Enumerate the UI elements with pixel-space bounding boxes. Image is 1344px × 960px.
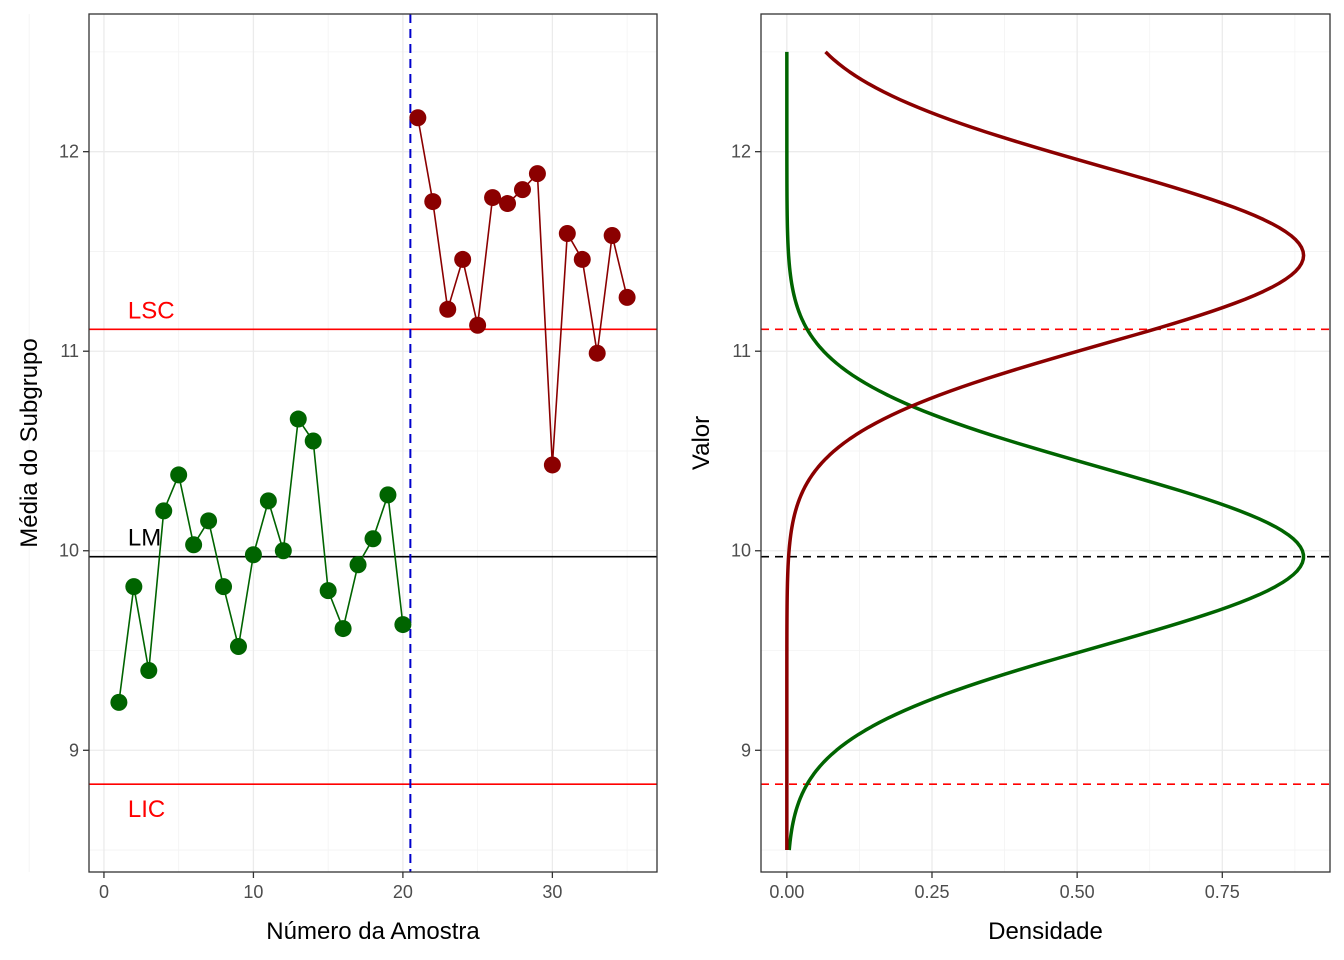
x-tick-label: 0.25 xyxy=(914,882,949,902)
data-point xyxy=(379,486,397,504)
data-point xyxy=(558,224,576,242)
x-tick-label: 10 xyxy=(243,882,263,902)
x-tick-label: 20 xyxy=(393,882,413,902)
control-chart-panel: LSC LM LIC 0 10 20 30 9 10 11 12 Número da Amostr… xyxy=(16,13,658,945)
control-chart-limit-labels: LSC LM LIC xyxy=(128,297,175,823)
data-point xyxy=(484,189,502,207)
data-point xyxy=(469,316,487,334)
data-point xyxy=(274,542,292,560)
data-point xyxy=(170,466,188,484)
data-point xyxy=(439,300,457,318)
control-chart-reference-lines xyxy=(89,14,657,872)
data-point xyxy=(513,181,531,199)
data-point xyxy=(603,226,621,244)
data-point xyxy=(573,250,591,268)
data-point xyxy=(394,616,412,634)
data-point xyxy=(140,661,158,679)
density-chart-axes: 0.00 0.25 0.50 0.75 9 10 11 12 xyxy=(731,142,1240,902)
density-curve-2 xyxy=(785,50,1306,851)
data-point xyxy=(200,512,218,530)
density-chart-y-axis-title: Valor xyxy=(688,416,715,470)
data-point xyxy=(424,193,442,211)
control-chart-y-axis-title: Média do Subgrupo xyxy=(16,338,43,547)
data-point xyxy=(588,344,606,362)
label-lsc: LSC xyxy=(128,297,175,324)
density-curve-1 xyxy=(785,51,1306,851)
data-point xyxy=(110,693,128,711)
y-tick-label: 9 xyxy=(69,740,79,760)
label-lm: LM xyxy=(128,525,161,552)
y-tick-label: 12 xyxy=(59,142,79,162)
data-point xyxy=(349,556,367,574)
control-chart-grid xyxy=(28,14,657,872)
x-tick-label: 0 xyxy=(99,882,109,902)
y-tick-label: 9 xyxy=(741,740,751,760)
data-point xyxy=(244,546,262,564)
density-chart-grid xyxy=(761,14,1330,872)
data-point xyxy=(259,492,277,510)
y-tick-label: 10 xyxy=(731,541,751,561)
data-point xyxy=(528,165,546,183)
data-point xyxy=(155,502,173,520)
data-point xyxy=(289,410,307,428)
x-tick-label: 0.00 xyxy=(769,882,804,902)
density-chart-x-axis-title: Densidade xyxy=(988,918,1103,945)
data-point xyxy=(454,250,472,268)
y-tick-label: 11 xyxy=(732,341,751,361)
data-point xyxy=(543,456,561,474)
data-point xyxy=(334,620,352,638)
data-point xyxy=(304,432,322,450)
density-chart-panel: 0.00 0.25 0.50 0.75 9 10 11 12 Densidade Valor xyxy=(688,13,1331,945)
density-chart-panel-border xyxy=(760,13,1331,873)
data-point xyxy=(215,578,233,596)
data-point xyxy=(499,195,517,213)
control-chart-x-axis-title: Número da Amostra xyxy=(266,918,480,945)
data-point xyxy=(125,578,143,596)
control-chart-axes: 0 10 20 30 9 10 11 12 xyxy=(59,142,562,902)
y-tick-label: 11 xyxy=(60,341,79,361)
label-lic: LIC xyxy=(128,796,165,823)
y-tick-label: 12 xyxy=(731,142,751,162)
data-point xyxy=(618,288,636,306)
data-point xyxy=(319,582,337,600)
data-point xyxy=(364,530,382,548)
y-tick-label: 10 xyxy=(59,541,79,561)
density-chart-reference-lines xyxy=(761,328,1330,786)
control-chart-panel-border xyxy=(88,13,658,873)
series-line-2 xyxy=(417,117,628,466)
control-chart-series xyxy=(110,109,636,711)
x-tick-label: 0.50 xyxy=(1060,882,1095,902)
x-tick-label: 0.75 xyxy=(1205,882,1240,902)
data-point xyxy=(409,109,427,127)
data-point xyxy=(185,536,203,554)
density-chart-series xyxy=(785,50,1306,851)
x-tick-label: 30 xyxy=(542,882,562,902)
data-point xyxy=(229,638,247,656)
